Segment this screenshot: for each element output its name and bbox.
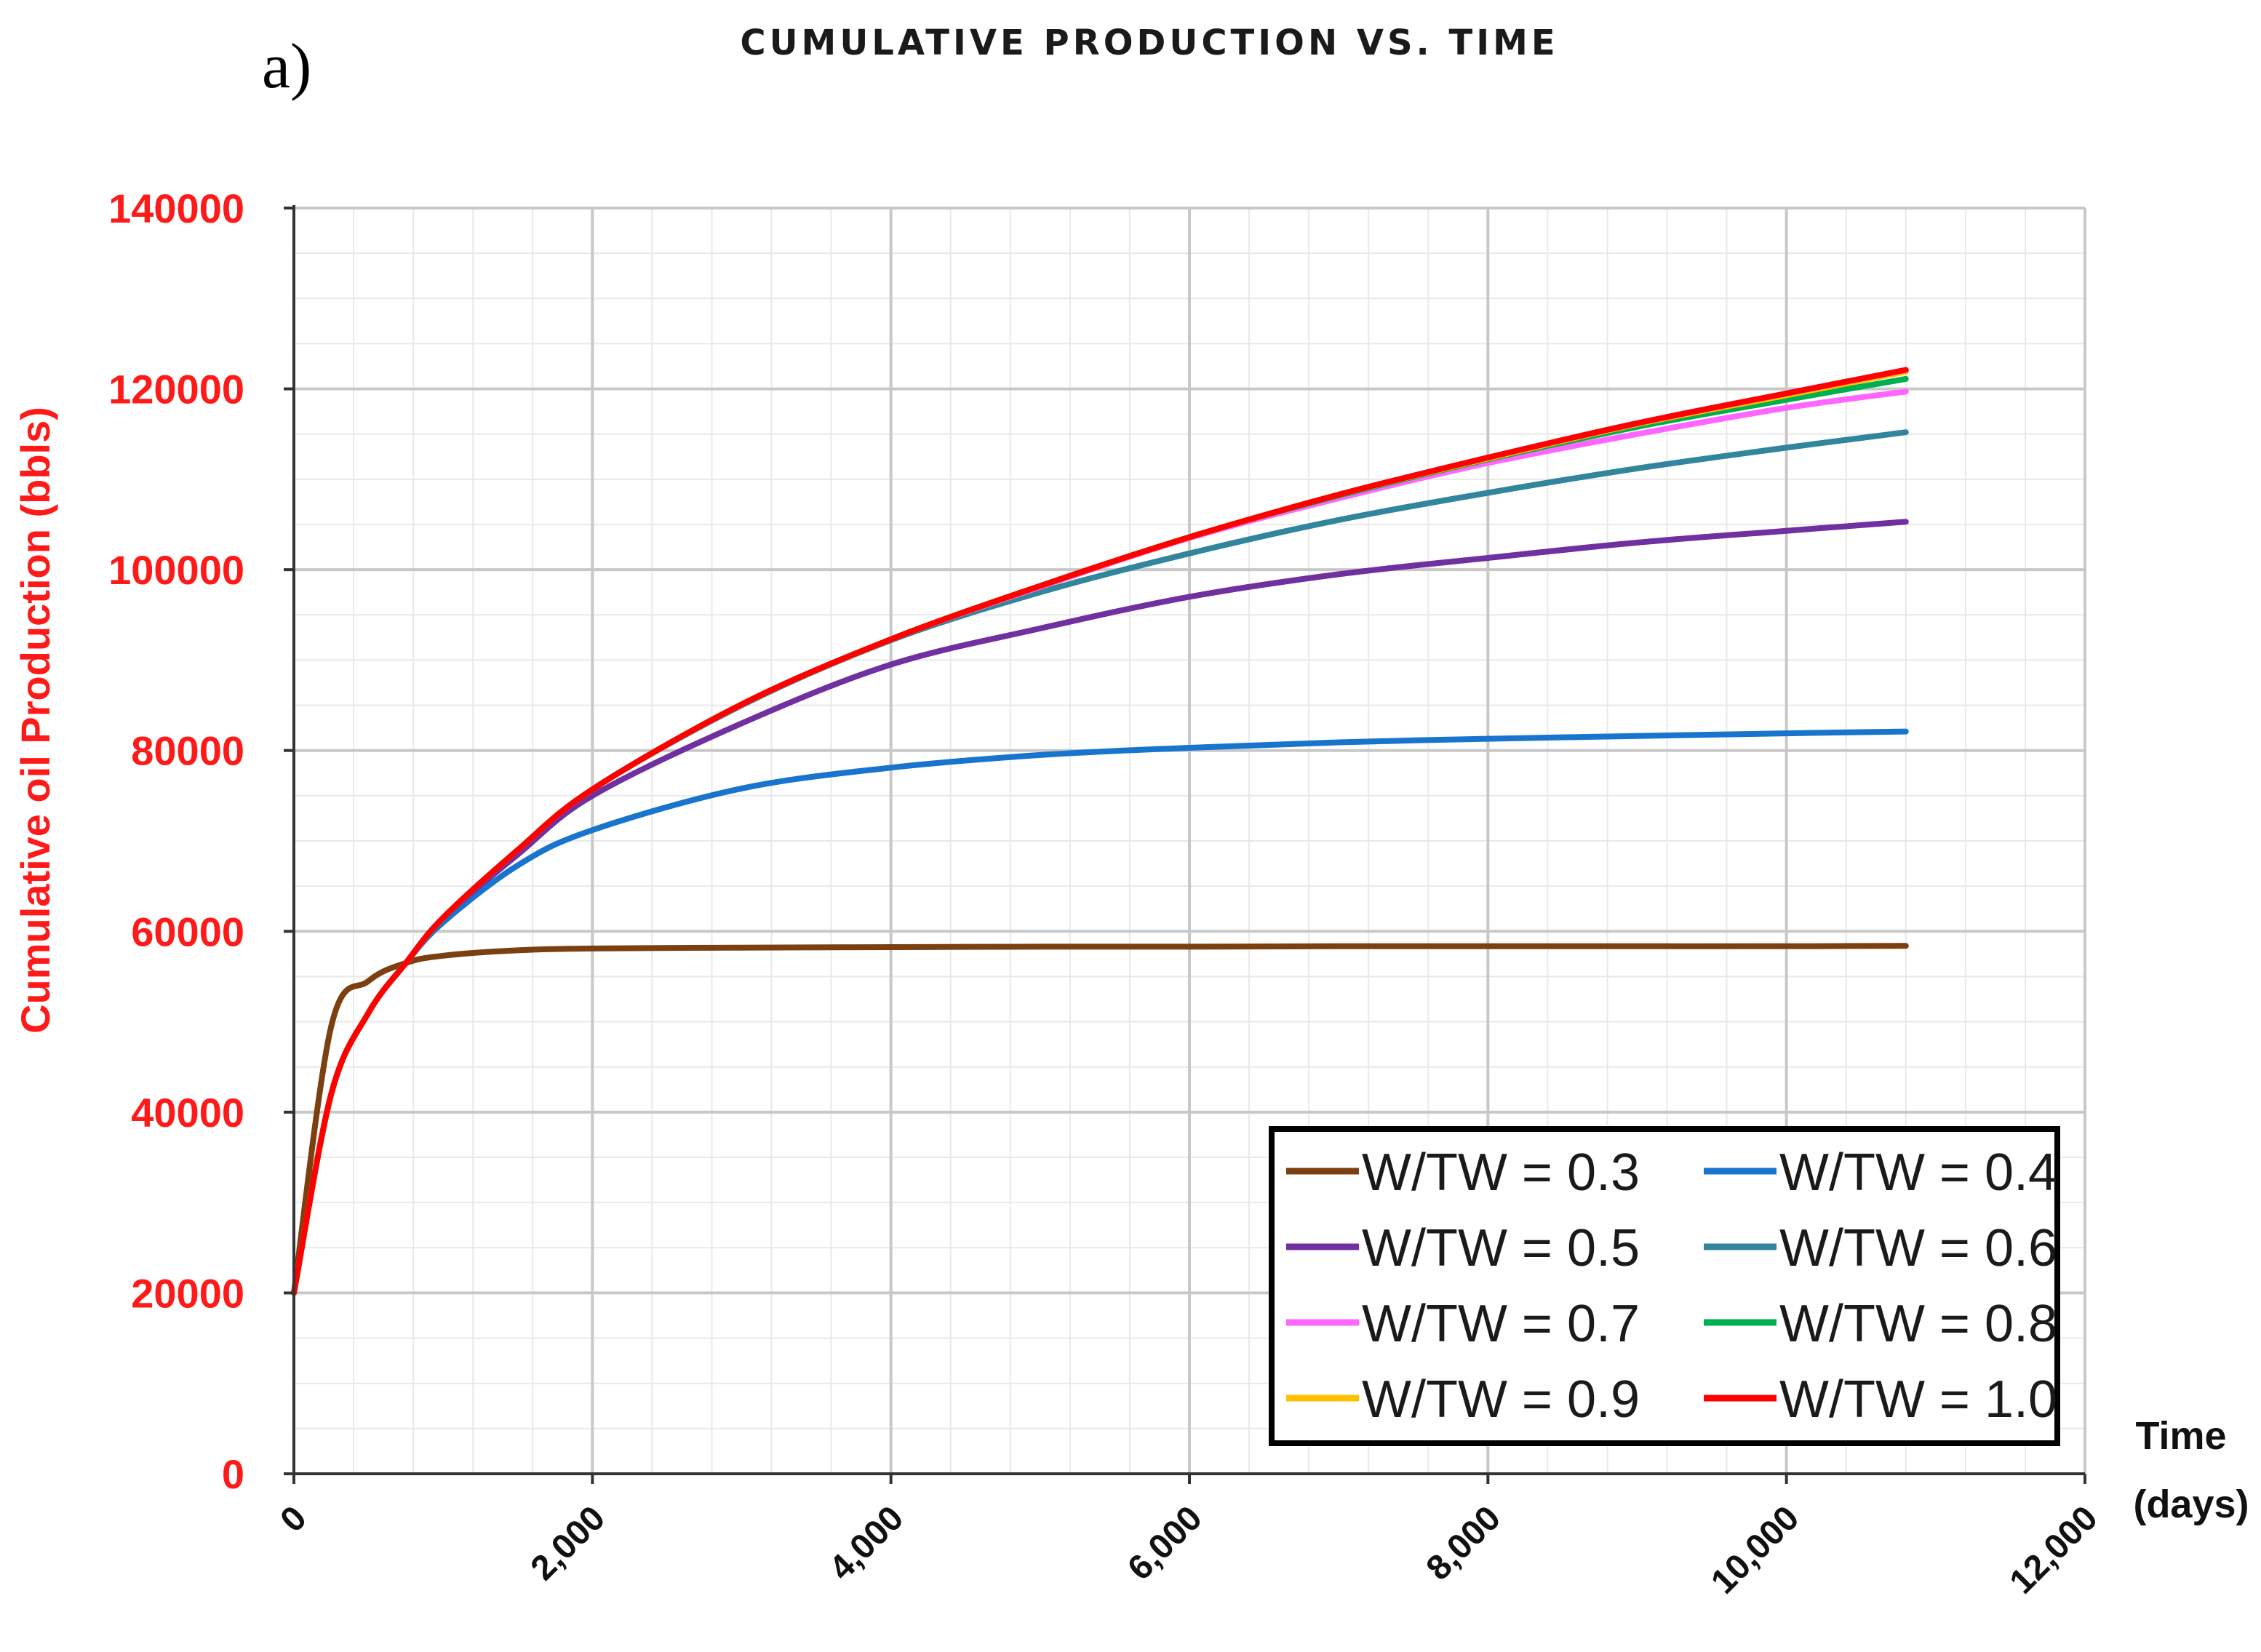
y-axis-label: Cumulative oil Production (bbls) — [12, 407, 58, 1034]
series-line-1 — [291, 943, 1909, 1296]
legend-box — [1269, 1126, 2060, 1446]
axes — [284, 205, 2086, 1484]
y-tick-label: 40000 — [131, 1090, 244, 1136]
x-axis-label-line2: (days) — [2133, 1483, 2249, 1526]
x-tick-label: 2,000 — [524, 1499, 613, 1587]
legend-entry-3: W/TW = 0.5 — [1362, 1219, 1640, 1277]
legend-entry-6: W/TW = 0.8 — [1779, 1295, 2057, 1353]
y-tick-label: 60000 — [131, 909, 244, 954]
series-lines — [291, 367, 1909, 1296]
y-tick-labels: 0 20000 40000 60000 80000 100000 120000 140000 — [108, 185, 244, 1497]
legend-entry-2: W/TW = 0.4 — [1779, 1144, 2057, 1202]
x-tick-label: 10,000 — [1704, 1499, 1806, 1601]
legend-entry-4: W/TW = 0.6 — [1779, 1219, 2057, 1277]
x-tick-label: 4,000 — [822, 1499, 911, 1587]
y-tick-label: 80000 — [131, 728, 244, 774]
x-tick-label: 0 — [273, 1499, 314, 1539]
legend-entry-7: W/TW = 0.9 — [1362, 1370, 1640, 1429]
y-tick-label: 120000 — [108, 367, 244, 412]
x-tick-label: 6,000 — [1120, 1499, 1209, 1587]
legend: W/TW = 0.3 W/TW = 0.4 W/TW = 0.5 W/TW = 0.6… — [1269, 1126, 2060, 1446]
x-tick-label: 8,000 — [1419, 1499, 1508, 1587]
x-tick-labels: 0 2,000 4,000 6,000 8,000 10,000 12,000 — [273, 1499, 2105, 1601]
x-axis-label-line1: Time — [2135, 1414, 2226, 1458]
y-tick-label: 140000 — [108, 185, 244, 231]
panel-label: a) — [262, 31, 311, 102]
x-tick-label: 12,000 — [2002, 1499, 2105, 1601]
series-line-8 — [291, 367, 1909, 1296]
major-gridlines — [294, 207, 2086, 1474]
y-tick-label: 20000 — [131, 1270, 244, 1316]
legend-entry-5: W/TW = 0.7 — [1362, 1295, 1640, 1353]
chart-title: CUMULATIVE PRODUCTION VS. TIME — [740, 23, 1558, 63]
legend-entry-1: W/TW = 0.3 — [1362, 1144, 1640, 1202]
y-tick-label: 100000 — [108, 547, 244, 593]
legend-entry-8: W/TW = 1.0 — [1779, 1370, 2057, 1429]
y-tick-label: 0 — [222, 1451, 244, 1497]
